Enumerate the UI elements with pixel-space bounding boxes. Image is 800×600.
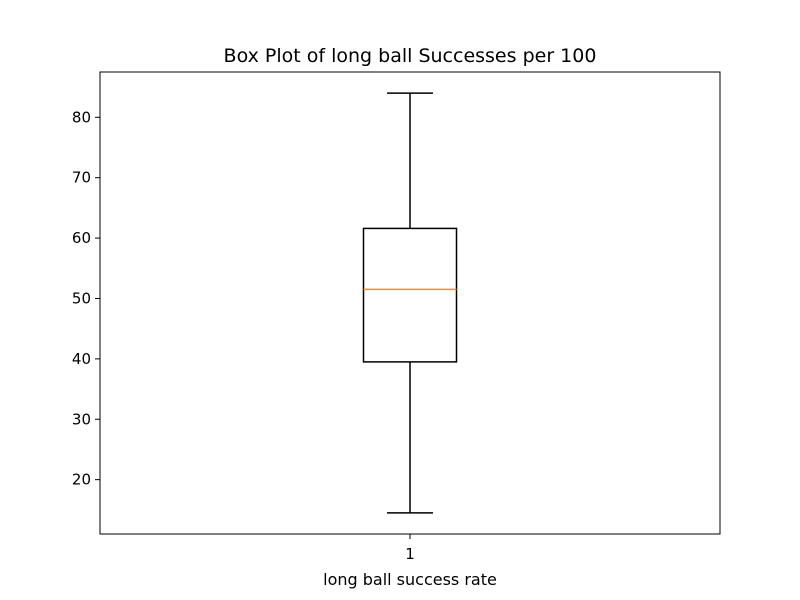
interquartile-box xyxy=(362,227,458,363)
plot-area xyxy=(362,92,458,514)
x-tick-label: 1 xyxy=(405,545,415,563)
y-tick-label: 60 xyxy=(72,229,91,247)
y-tick-label: 30 xyxy=(72,410,91,428)
y-tick-label: 50 xyxy=(72,289,91,307)
y-axis: 20 30 40 50 60 70 80 xyxy=(72,108,100,489)
y-tick-label: 40 xyxy=(72,350,91,368)
chart-title: Box Plot of long ball Successes per 100 xyxy=(224,45,597,67)
x-axis-label: long ball success rate xyxy=(323,570,497,589)
y-tick-label: 20 xyxy=(72,471,91,489)
y-tick-label: 70 xyxy=(72,169,91,187)
y-tick-label: 80 xyxy=(72,108,91,126)
x-axis: 1 xyxy=(405,534,415,563)
